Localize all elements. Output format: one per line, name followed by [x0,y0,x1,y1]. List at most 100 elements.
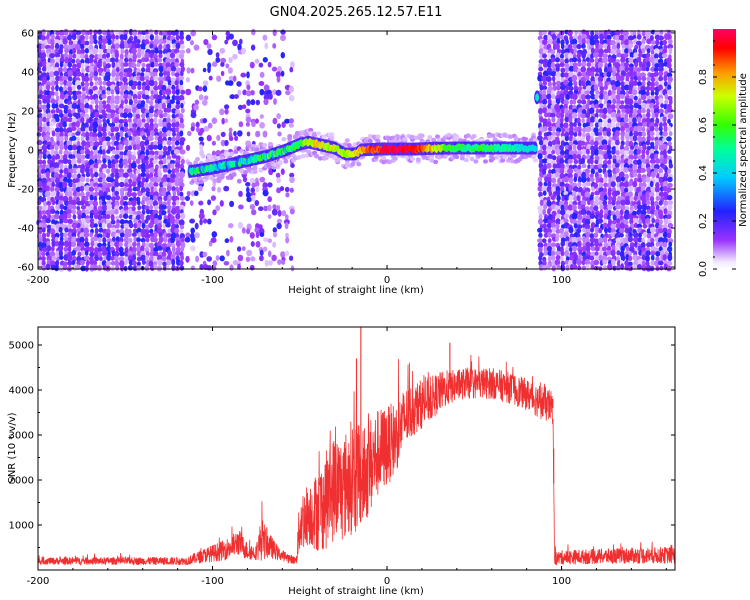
spectrogram-noise-cell [197,131,203,136]
spectrogram-noise-cell [161,210,167,216]
spectrogram-noise-cell [84,75,90,83]
spectrogram-noise-cell [123,186,128,192]
spectrogram-noise-cell [59,61,64,68]
spectrogram-noise-cell [139,140,145,148]
spectrogram-noise-cell [658,75,664,82]
spectrogram-noise-cell [190,236,196,243]
spectrogram-noise-cell [568,81,573,87]
spectrogram-noise-cell [284,222,289,230]
spectrogram-noise-cell [259,71,265,78]
spectrogram-noise-cell [663,81,668,87]
spectrogram-noise-cell [127,158,132,165]
spectrogram-noise-cell [51,233,56,239]
spectrogram-noise-cell [66,80,73,88]
spectrogram-noise-cell [572,200,578,206]
spectrogram-noise-cell [102,53,107,60]
spectrogram-noise-cell [237,222,243,229]
spectrogram-noise-cell [560,250,565,257]
spectrogram-noise-cell [202,99,208,106]
spectrogram-noise-cell [554,259,561,266]
spectrogram-noise-cell [67,95,72,102]
spectrogram-noise-cell [75,131,81,136]
spectrogram-noise-cell [577,126,582,133]
spectrogram-noise-cell [77,251,82,257]
spectrogram-noise-cell [101,43,106,50]
spectrogram-noise-cell [543,250,548,256]
spectrogram-noise-cell [236,81,242,87]
spectrogram-noise-cell [666,29,672,35]
spectrogram-noise-cell [153,127,158,133]
spectrogram-noise-cell [560,255,564,262]
spectrogram-noise-cell [587,199,591,206]
spectrogram-noise-cell [572,153,577,161]
spectrogram-noise-cell [572,245,577,252]
spectrogram-noise-cell [53,67,60,73]
spectrogram-noise-cell [89,38,95,45]
spectrogram-noise-cell [101,38,108,45]
spectrogram-halo-cell [454,154,460,160]
spectrogram-noise-cell [547,208,551,215]
spectrogram-noise-cell [668,163,673,169]
spectrogram-noise-cell [166,159,171,164]
spectrogram-noise-cell [71,204,77,210]
spectrogram-noise-cell [219,200,224,207]
spectrogram-noise-cell [551,57,556,63]
spectrogram-noise-cell [153,264,158,270]
spectrogram-noise-cell [53,172,60,179]
spectrogram-noise-cell [254,200,260,206]
spectrogram-noise-cell [115,222,120,229]
spectrogram-noise-cell [127,183,133,188]
spectrogram-noise-cell [598,121,603,128]
spectrogram-noise-cell [110,126,115,133]
spectrogram-noise-cell [141,222,146,229]
spectrogram-noise-cell [220,62,225,67]
spectrogram-noise-cell [611,200,616,206]
spectrogram-noise-cell [157,245,163,251]
spectrogram-noise-cell [633,95,638,101]
spectrogram-noise-cell [144,103,149,110]
spectrogram-halo-cell [392,156,398,161]
spectrogram-noise-cell [79,200,85,206]
spectrogram-noise-cell [171,84,176,91]
spectrogram-noise-cell [262,57,268,63]
spectrogram-noise-cell [232,53,238,60]
spectrogram-noise-cell [58,67,63,74]
spectrogram-noise-cell [220,70,225,77]
spectrogram-noise-cell [594,241,600,247]
spectrogram-noise-cell [175,250,181,256]
spectrogram-noise-cell [649,158,656,164]
spectrogram-noise-cell [106,99,111,104]
spectrogram-noise-cell [64,136,69,141]
spectrogram-noise-cell [145,237,150,243]
spectrogram-noise-cell [115,168,119,174]
spectrogram-noise-cell [135,214,142,220]
spectrogram-noise-cell [547,231,552,238]
spectrogram-noise-cell [641,108,646,114]
spectrogram-noise-cell [124,98,129,105]
spectrogram-noise-cell [584,258,591,266]
spectrogram-noise-cell [58,103,65,109]
spectrogram-noise-cell [628,43,634,49]
spectrogram-noise-cell [45,84,51,91]
spectrogram-noise-cell [106,254,112,262]
spectrogram-noise-cell [289,172,295,178]
spectrogram-noise-cell [568,85,574,92]
spectrogram-noise-cell [556,264,561,270]
spectrogram-noise-cell [41,72,48,78]
spectrogram-noise-cell [120,264,124,272]
spectrogram-noise-cell [111,167,117,175]
spectrogram-noise-cell [611,140,616,146]
spectrogram-noise-cell [161,102,166,110]
spectrogram-noise-cell [593,34,599,40]
spectrogram-noise-cell [67,70,74,77]
spectrogram-noise-cell [67,34,73,41]
spectrogram-noise-cell [161,256,167,262]
spectrogram-noise-cell [111,149,116,155]
spectrogram-noise-cell [551,250,556,257]
spectrogram-noise-cell [224,118,229,124]
spectrogram-noise-cell [615,190,621,196]
spectrogram-noise-cell [144,39,150,46]
spectrogram-noise-cell [162,35,167,41]
spectrogram-noise-cell [41,232,47,239]
spectrogram-noise-cell [50,66,54,72]
